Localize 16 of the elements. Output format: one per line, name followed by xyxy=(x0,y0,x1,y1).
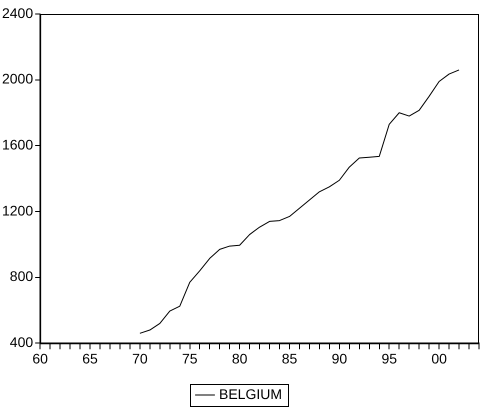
legend-label: BELGIUM xyxy=(218,386,282,402)
y-tick-label: 1200 xyxy=(2,202,34,218)
y-tick-label: 800 xyxy=(10,268,34,284)
y-tick-label: 2000 xyxy=(2,70,34,87)
y-tick-label: 1600 xyxy=(2,136,34,153)
x-tick-label: 95 xyxy=(381,350,398,366)
x-tick-label: 85 xyxy=(282,350,298,366)
x-tick-label: 75 xyxy=(182,350,198,366)
y-tick-label: 400 xyxy=(10,334,34,350)
x-tick-label: 00 xyxy=(431,350,448,366)
y-tick-label: 2400 xyxy=(2,4,34,21)
x-tick-label: 60 xyxy=(32,350,48,366)
x-tick-label: 90 xyxy=(332,350,348,366)
x-tick-label: 65 xyxy=(82,350,98,366)
x-tick-label: 80 xyxy=(232,350,248,366)
x-tick-label: 70 xyxy=(132,350,148,366)
